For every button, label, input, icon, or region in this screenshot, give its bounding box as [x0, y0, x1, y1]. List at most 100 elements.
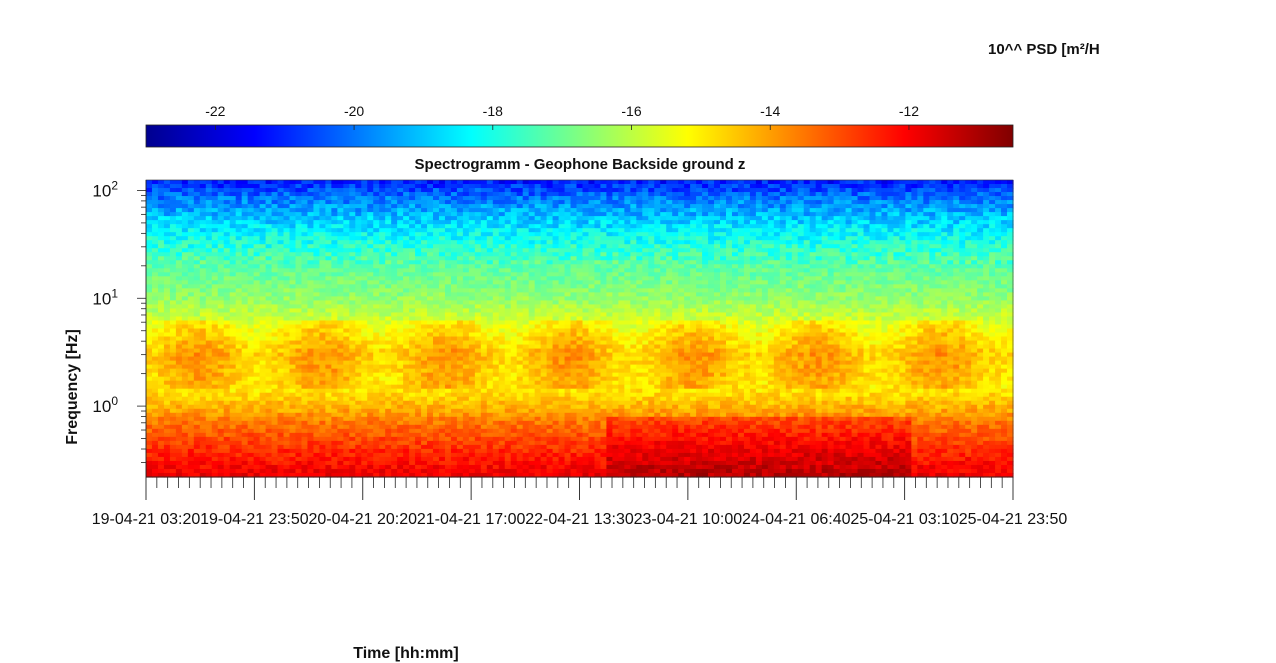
heatmap-cell [761, 284, 769, 289]
heatmap-cell [929, 260, 936, 265]
heatmap-cell [217, 200, 225, 205]
heatmap-cell [887, 208, 895, 213]
heatmap-cell [839, 284, 847, 289]
heatmap-cell [421, 316, 428, 322]
heatmap-cell [163, 252, 171, 257]
heatmap-cell [869, 296, 877, 301]
heatmap-cell [821, 200, 829, 205]
heatmap-cell [690, 216, 697, 221]
heatmap-cell [391, 308, 398, 314]
heatmap-cell [146, 232, 153, 237]
heatmap-cell [929, 192, 936, 197]
heatmap-cell [187, 288, 195, 293]
heatmap-cell [666, 268, 673, 273]
heatmap-cell [301, 208, 309, 213]
heatmap-cell [761, 272, 769, 277]
heatmap-cell [935, 188, 942, 193]
heatmap-cell [935, 184, 942, 189]
heatmap-cell [456, 212, 464, 217]
heatmap-cell [235, 212, 243, 217]
heatmap-cell [325, 264, 332, 269]
heatmap-cell [606, 280, 613, 285]
heatmap-cell [211, 304, 219, 310]
heatmap-cell [612, 216, 619, 221]
heatmap-cell [504, 180, 512, 185]
heatmap-cell [761, 244, 769, 249]
heatmap-cell [708, 204, 715, 209]
heatmap-cell [217, 248, 225, 253]
heatmap-cell [851, 292, 859, 297]
heatmap-cell [223, 288, 231, 293]
heatmap-cell [468, 180, 476, 185]
heatmap-cell [421, 196, 428, 201]
heatmap-cell [779, 232, 787, 237]
heatmap-cell [594, 296, 602, 301]
heatmap-cell [516, 308, 524, 314]
heatmap-cell [827, 220, 835, 225]
heatmap-cell [283, 224, 291, 229]
heatmap-cell [331, 216, 338, 221]
heatmap-cell [989, 220, 996, 225]
heatmap-cell [289, 264, 297, 269]
heatmap-cell [438, 232, 446, 237]
heatmap-cell [433, 296, 440, 301]
heatmap-cell [905, 256, 912, 261]
heatmap-cell [696, 180, 703, 185]
heatmap-cell [169, 228, 177, 233]
heatmap-cell [893, 276, 900, 281]
heatmap-cell [582, 236, 590, 241]
heatmap-cell [594, 236, 602, 241]
heatmap-cell [720, 208, 727, 213]
heatmap-cell [564, 268, 572, 273]
heatmap-cell [803, 276, 811, 281]
heatmap-cell [684, 224, 691, 229]
heatmap-cell [618, 184, 625, 189]
heatmap-cell [223, 232, 231, 237]
heatmap-cell [540, 192, 548, 197]
heatmap-cell [660, 256, 667, 261]
heatmap-cell [654, 208, 661, 213]
heatmap-cell [803, 244, 811, 249]
heatmap-cell [510, 264, 518, 269]
heatmap-cell [373, 284, 380, 289]
heatmap-cell [301, 300, 309, 306]
heatmap-cell [349, 224, 356, 229]
heatmap-cell [761, 292, 769, 297]
heatmap-cell [618, 192, 625, 197]
heatmap-cell [151, 284, 159, 289]
heatmap-cell [480, 272, 488, 277]
heatmap-cell [696, 272, 703, 277]
heatmap-cell [307, 240, 315, 245]
heatmap-cell [977, 252, 984, 257]
heatmap-cell [534, 220, 542, 225]
heatmap-cell [379, 244, 386, 249]
heatmap-cell [325, 256, 332, 261]
heatmap-cell [773, 196, 781, 201]
heatmap-cell [217, 196, 225, 201]
heatmap-cell [791, 212, 799, 217]
heatmap-cell [720, 252, 727, 257]
heatmap-cell [815, 248, 823, 253]
heatmap-cell [235, 224, 243, 229]
heatmap-cell [678, 256, 685, 261]
heatmap-cell [905, 284, 912, 289]
heatmap-cell [965, 260, 972, 265]
heatmap-cell [959, 212, 966, 217]
heatmap-cell [989, 232, 996, 237]
heatmap-cell [959, 180, 966, 185]
heatmap-cell [199, 288, 207, 293]
heatmap-cell [797, 180, 805, 185]
heatmap-cell [833, 224, 841, 229]
heatmap-cell [672, 224, 679, 229]
heatmap-cell [935, 220, 942, 225]
heatmap-cell [468, 248, 476, 253]
heatmap-cell [654, 292, 661, 297]
heatmap-cell [331, 220, 338, 225]
heatmap-cell [624, 244, 631, 249]
heatmap-cell [391, 260, 398, 265]
heatmap-cell [702, 312, 709, 318]
heatmap-cell [379, 268, 386, 273]
heatmap-cell [881, 224, 889, 229]
heatmap-cell [247, 256, 255, 261]
heatmap-cell [151, 220, 159, 225]
